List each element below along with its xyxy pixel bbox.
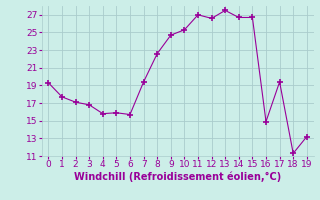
X-axis label: Windchill (Refroidissement éolien,°C): Windchill (Refroidissement éolien,°C) [74,172,281,182]
